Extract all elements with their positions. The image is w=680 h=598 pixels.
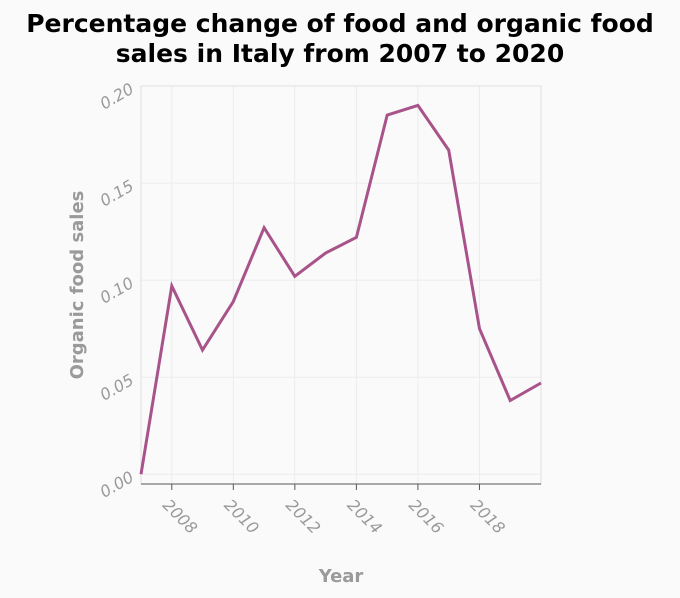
y-tick-labels: 0.00 0.05 0.10 0.15 0.20 [97, 79, 137, 502]
y-tick-label: 0.05 [97, 370, 137, 404]
chart-title-line-2: sales in Italy from 2007 to 2020 [116, 39, 564, 68]
x-tick-label: 2012 [282, 495, 324, 537]
y-axis-label: Organic food sales [67, 191, 88, 380]
x-tick-label: 2010 [220, 495, 262, 537]
y-tick-label: 0.10 [97, 273, 137, 307]
y-tick-label: 0.00 [97, 467, 137, 501]
series-line-0 [139, 103, 542, 475]
series-group [139, 103, 542, 475]
y-tick-label: 0.15 [97, 176, 137, 210]
x-tick-label: 2014 [344, 495, 386, 537]
x-tick-label: 2018 [467, 495, 509, 537]
x-tick-label: 2016 [405, 495, 447, 537]
chart-title-line-1: Percentage change of food and organic fo… [26, 9, 654, 38]
grid [141, 85, 541, 484]
x-tick-labels: 2008 2010 2012 2014 2016 2018 [159, 495, 509, 537]
plot-area [140, 85, 542, 485]
x-tick-label: 2008 [159, 495, 201, 537]
axes [141, 483, 541, 490]
y-tick-label: 0.20 [97, 79, 137, 113]
x-axis-label: Year [318, 566, 364, 587]
